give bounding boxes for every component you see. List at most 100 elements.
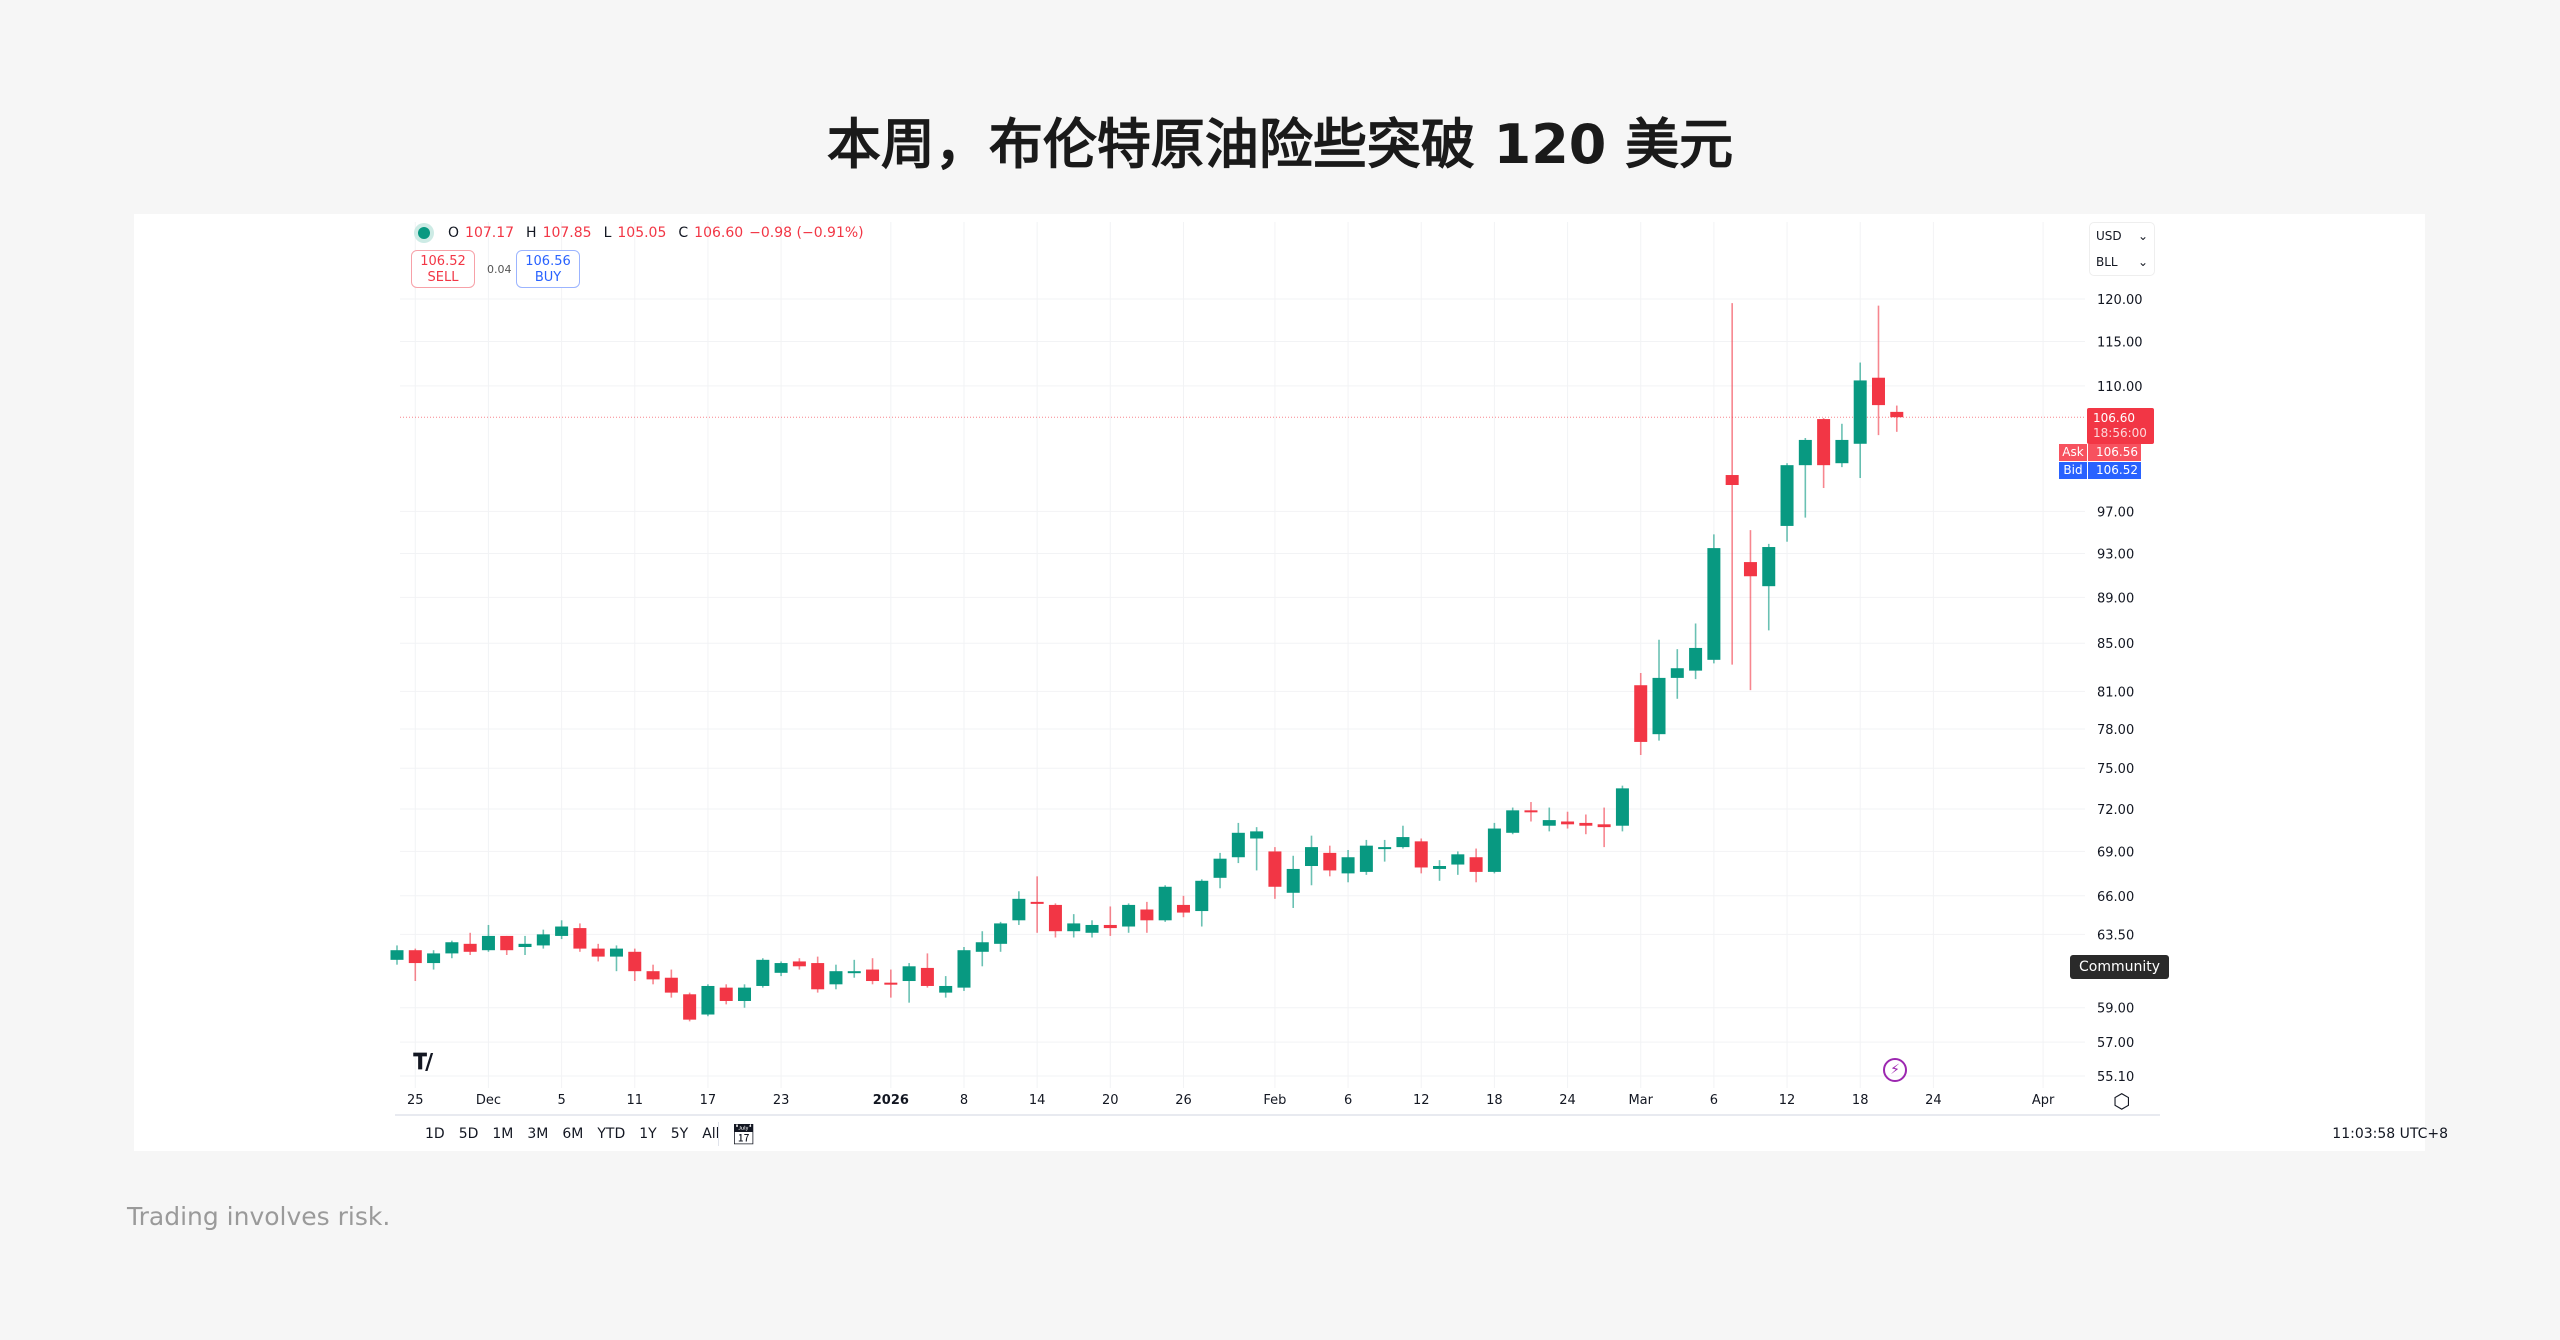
candle — [847, 959, 861, 978]
chevron-down-icon: ⌄ — [2137, 255, 2148, 269]
candle-body — [536, 934, 550, 946]
timeframe-1d[interactable]: 1D — [425, 1126, 445, 1142]
x-tick-label: 6 — [1344, 1093, 1352, 1108]
x-tick-label: 8 — [960, 1093, 968, 1108]
spread-value: 0.04 — [487, 263, 512, 276]
candle-body — [957, 950, 971, 988]
timeframe-1m[interactable]: 1M — [492, 1126, 514, 1142]
candle — [866, 958, 880, 985]
ask-price: 106.56 — [2088, 444, 2141, 461]
candle-body — [1634, 685, 1648, 742]
candle — [1158, 885, 1172, 922]
candle-body — [609, 948, 623, 957]
candle — [1122, 903, 1136, 933]
sell-button[interactable]: 106.52 SELL — [411, 250, 475, 288]
y-tick-label: 66.00 — [2097, 890, 2134, 905]
candle — [518, 935, 532, 956]
candle-body — [738, 987, 752, 1001]
candle-body — [1195, 880, 1209, 912]
candle-body — [1725, 475, 1739, 486]
lightning-event-icon[interactable]: ⚡︎ — [1883, 1058, 1907, 1082]
y-tick-label: 89.00 — [2097, 591, 2134, 606]
candle-body — [811, 963, 825, 990]
candle — [591, 943, 605, 962]
candle-body — [591, 948, 605, 957]
candle — [1597, 807, 1611, 848]
footer-disclaimer: Trading involves risk. — [127, 1202, 391, 1231]
candle — [555, 920, 569, 940]
candle-body — [1597, 824, 1611, 828]
change-value: −0.98 (−0.91%) — [749, 225, 864, 241]
calendar-goto-icon[interactable]: 📅︎ — [718, 1122, 756, 1146]
x-tick-label: 18 — [1852, 1093, 1869, 1108]
candle-body — [1048, 904, 1062, 932]
candle-body — [1853, 380, 1867, 444]
y-tick-label: 55.10 — [2097, 1070, 2134, 1085]
candle-body — [1670, 668, 1684, 678]
candle — [1615, 785, 1629, 832]
timeframe-5d[interactable]: 5D — [458, 1126, 479, 1142]
timeframe-5y[interactable]: 5Y — [670, 1126, 689, 1142]
buy-button[interactable]: 106.56 BUY — [516, 250, 580, 288]
settings-icon[interactable]: ⬡ — [2113, 1089, 2131, 1113]
candle-body — [774, 963, 788, 973]
candle — [1414, 838, 1428, 874]
candle-body — [573, 928, 587, 949]
unit-value: BLL — [2096, 255, 2118, 269]
candle-body — [1780, 465, 1794, 526]
last-price-tag: 106.60 18:56:00 — [2087, 408, 2154, 444]
y-tick-label: 59.00 — [2097, 1002, 2134, 1017]
candle-body — [1652, 677, 1666, 735]
high-value: 107.85 — [542, 225, 592, 241]
candle — [1396, 825, 1410, 849]
close-value: 106.60 — [694, 225, 744, 241]
y-tick-label: 93.00 — [2097, 547, 2134, 562]
timeframe-3m[interactable]: 3M — [527, 1126, 549, 1142]
candle — [390, 945, 404, 965]
candle-body — [555, 926, 569, 936]
buy-price: 106.56 — [525, 254, 571, 269]
unit-dropdown[interactable]: BLL ⌄ — [2090, 249, 2154, 275]
candle-body — [1890, 411, 1904, 418]
candle — [628, 948, 642, 982]
candle — [573, 923, 587, 952]
candle — [1213, 852, 1227, 889]
candle-body — [1268, 851, 1282, 887]
ask-label: Ask — [2059, 444, 2087, 461]
x-tick-label: 2026 — [873, 1093, 909, 1108]
candle-body — [1743, 562, 1757, 577]
candle — [957, 947, 971, 991]
candle — [609, 945, 623, 972]
currency-dropdown[interactable]: USD ⌄ — [2090, 223, 2154, 249]
candle-body — [1561, 821, 1575, 825]
candle-body — [1378, 847, 1392, 850]
tradingview-logo-icon[interactable]: 𝐓∕ — [413, 1050, 433, 1075]
community-tooltip[interactable]: Community — [2070, 955, 2170, 979]
candle-body — [902, 966, 916, 982]
candle-body — [1122, 904, 1136, 927]
timeframe-6m[interactable]: 6M — [562, 1126, 584, 1142]
candle — [445, 940, 459, 959]
candle-body — [664, 977, 678, 993]
timeframe-all[interactable]: All — [702, 1126, 720, 1142]
timeframe-ytd[interactable]: YTD — [597, 1126, 626, 1142]
low-value: 105.05 — [617, 225, 667, 241]
candle-body — [1707, 548, 1721, 660]
candle-body — [866, 969, 880, 982]
timeframe-1y[interactable]: 1Y — [639, 1126, 657, 1142]
sell-label: SELL — [427, 270, 459, 285]
x-tick-label: Feb — [1263, 1093, 1286, 1108]
candle-body — [756, 959, 770, 986]
candle-body — [1396, 837, 1410, 848]
candle — [408, 948, 422, 982]
candle — [1048, 903, 1062, 938]
high-label: H — [526, 225, 537, 241]
candle-body — [1433, 866, 1447, 869]
low-label: L — [603, 225, 612, 241]
y-tick-label: 81.00 — [2097, 685, 2134, 700]
candle — [1103, 906, 1117, 936]
candle — [1780, 463, 1794, 542]
candle — [1085, 920, 1099, 938]
x-tick-label: 17 — [700, 1093, 717, 1108]
